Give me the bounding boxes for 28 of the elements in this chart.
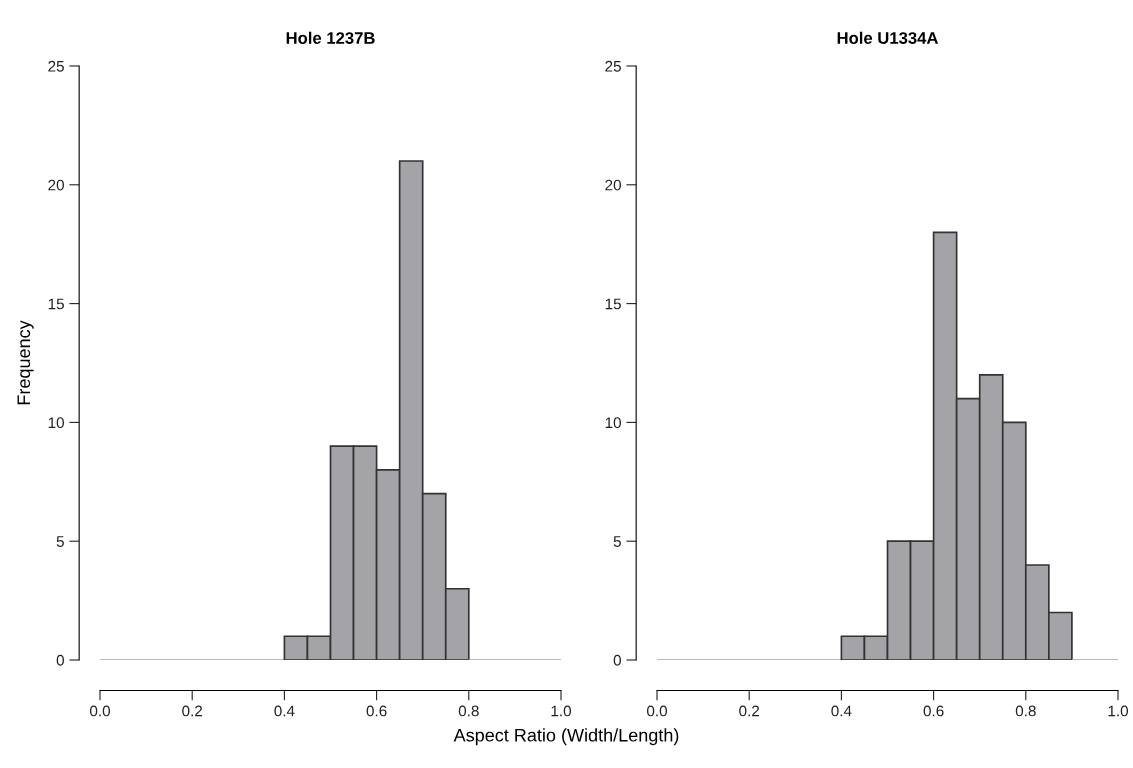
y-tick-label: 25 [48,60,64,72]
x-tick-label: 0.2 [182,705,203,717]
x-axis-title: Aspect Ratio (Width/Length) [453,728,679,746]
y-tick-label: 20 [605,179,621,191]
y-tick-label: 20 [48,179,64,191]
x-tick-label: 0.6 [366,705,387,717]
x-tick-label: 1.0 [551,705,572,717]
y-tick-label: 5 [56,536,64,547]
x-tick-label: 0.8 [1015,705,1036,717]
y-tick-label: 0 [613,654,621,666]
y-axis-title: Frequency [17,320,34,405]
y-tick-label: 5 [613,536,621,547]
chart-title: Hole U1334A [837,31,939,44]
x-tick-label: 0.4 [274,705,295,717]
x-tick-label: 0.4 [831,705,852,717]
x-tick-label: 0.8 [458,705,479,717]
x-tick-label: 0.6 [923,705,944,717]
y-tick-label: 25 [605,60,621,72]
y-tick-label: 10 [48,417,64,429]
chart-title: Hole 1237B [286,31,375,44]
x-tick-label: 1.0 [1108,705,1129,717]
y-tick-label: 0 [56,654,64,666]
y-tick-label: 10 [605,417,621,429]
x-tick-label: 0.0 [89,705,111,717]
x-tick-label: 0.2 [739,705,760,717]
y-tick-label: 15 [605,298,621,310]
x-tick-label: 0.0 [646,705,668,717]
y-tick-label: 15 [48,298,64,310]
